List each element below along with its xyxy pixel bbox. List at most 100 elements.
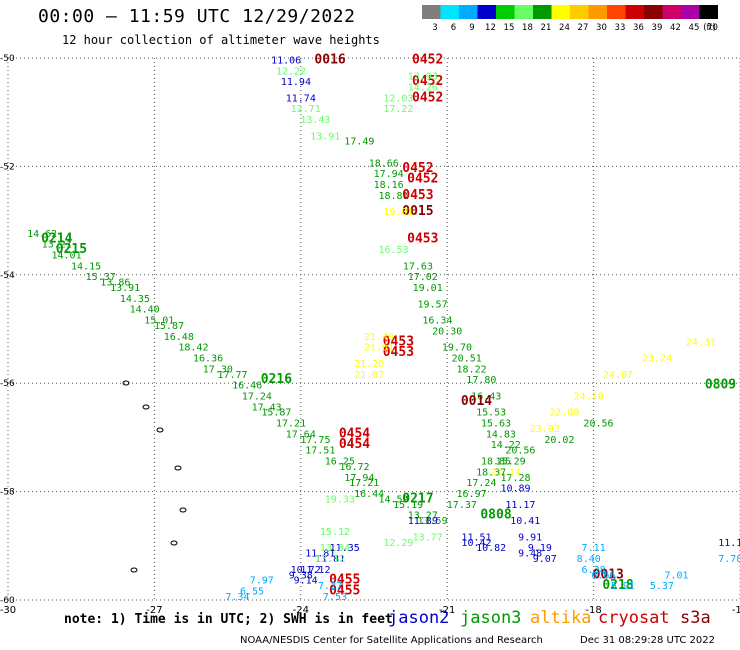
data-label-jason3: 18.66 xyxy=(369,158,399,169)
scale-tick-label: 39 xyxy=(652,23,663,33)
scale-tick-label: 42 xyxy=(670,23,681,33)
y-tick-label: -58 xyxy=(0,488,15,498)
data-label-altika: 24.10 xyxy=(574,391,604,402)
data-label-light: 13.93 xyxy=(408,72,438,83)
data-label-light: 16.53 xyxy=(378,245,408,256)
data-label-jason3: 14.22 xyxy=(491,440,521,451)
data-label-altika: 21.07 xyxy=(354,370,384,381)
y-tick-label: -52 xyxy=(0,162,15,172)
data-label-altika: 23.02 xyxy=(530,424,560,435)
data-label-jason3: 16.25 xyxy=(325,457,355,468)
island-outline xyxy=(170,540,178,546)
scale-tick-label: 45 xyxy=(689,23,700,33)
data-label-jason3: 13.27 xyxy=(408,511,438,522)
data-label-light: 12.22 xyxy=(276,66,306,77)
data-label-jason3: 20.56 xyxy=(505,446,535,457)
data-label-altika: 21.14 xyxy=(491,467,521,478)
data-label-jason2: 11.81 xyxy=(305,549,335,560)
data-label-jason3: 14.83 xyxy=(486,429,516,440)
data-label-cryosat: 0452 xyxy=(407,172,438,187)
data-label-jason3: 15.29 xyxy=(496,457,526,468)
scale-tick-label: 9 xyxy=(469,23,474,33)
data-label-cryosat: 0453 xyxy=(383,334,414,349)
x-tick-label: -30 xyxy=(0,605,16,616)
data-label-cyan: 5.37 xyxy=(650,581,674,592)
scale-swatch xyxy=(551,5,570,19)
scale-tick-label: 3 xyxy=(432,23,437,33)
data-label-jason3: 20.51 xyxy=(452,354,482,365)
data-label-jason2: 9.48 xyxy=(518,549,542,560)
data-label-jason3: 15.19 xyxy=(393,500,423,511)
data-label-jason3: 16.36 xyxy=(193,354,223,365)
data-label-jason3: 17.94 xyxy=(344,473,374,484)
data-label-light: 12.71 xyxy=(291,104,321,115)
data-label-jason3: 14.15 xyxy=(71,261,101,272)
scale-tick-label: 70 xyxy=(707,23,718,33)
data-label-jason3: 16.48 xyxy=(164,332,194,343)
data-label-jason3: 20.56 xyxy=(583,419,613,430)
data-label-jason3: 17.28 xyxy=(500,473,530,484)
data-label-jason3: 0217 xyxy=(402,491,433,506)
data-label-jason2: 11.35 xyxy=(330,543,360,554)
scale-swatch xyxy=(514,5,533,19)
island-outline xyxy=(122,380,130,386)
data-label-jason3: 13.86 xyxy=(100,278,130,289)
data-label-jason3: 16.43 xyxy=(471,391,501,402)
data-label-cyan: 5.91 xyxy=(611,581,635,592)
scale-unit-label: (ft) xyxy=(703,23,716,33)
data-label-jason3: 0808 xyxy=(480,508,511,523)
scale-swatch xyxy=(570,5,589,19)
data-label-jason3: 17.30 xyxy=(203,364,233,375)
satellite-label-altika: altika xyxy=(530,608,592,628)
scale-tick-label: 33 xyxy=(615,23,626,33)
data-label-jason3: 19.01 xyxy=(413,283,443,294)
island-outline xyxy=(174,465,182,471)
data-label-jason3: 17.80 xyxy=(466,375,496,386)
data-label-jason3: 15.37 xyxy=(86,272,116,283)
data-label-cryosat: 0452 xyxy=(402,161,433,176)
data-label-jason3: 0214 xyxy=(41,231,72,246)
data-label-light: 13.43 xyxy=(300,115,330,126)
data-label-jason3: 14.62 xyxy=(27,229,57,240)
scale-tick-label: 18 xyxy=(522,23,533,33)
data-label-jason3: 17.21 xyxy=(276,419,306,430)
data-label-jason3: 0216 xyxy=(261,372,292,387)
data-label-cyan: 7.78 xyxy=(718,554,740,565)
y-tick-label: -54 xyxy=(0,271,15,281)
data-label-cyan: 6.55 xyxy=(240,587,264,598)
data-label-jason3: 16.97 xyxy=(457,489,487,500)
data-label-jason2: 11.17 xyxy=(505,500,535,511)
data-label-jason3: 18.22 xyxy=(457,364,487,375)
scale-tick-label: 6 xyxy=(451,23,456,33)
scale-swatch xyxy=(681,5,700,19)
scale-swatch xyxy=(440,5,459,19)
scale-swatch xyxy=(607,5,626,19)
data-label-jason2: 10.41 xyxy=(510,516,540,527)
scale-tick-label: 21 xyxy=(541,23,552,33)
data-label-light: 19.33 xyxy=(325,494,355,505)
data-label-jason3: 17.75 xyxy=(300,435,330,446)
data-label-jason3: 16.72 xyxy=(339,462,369,473)
data-label-jason2: 9.19 xyxy=(528,543,552,554)
data-label-light: 13.77 xyxy=(413,532,443,543)
data-label-jason3: 17.37 xyxy=(447,500,477,511)
data-label-jason3: 13.59 xyxy=(418,516,448,527)
data-label-jason3: 17.21 xyxy=(349,478,379,489)
scale-tick-label: 30 xyxy=(596,23,607,33)
data-label-jason2: 11.94 xyxy=(281,77,311,88)
data-label-jason2: 11.06 xyxy=(271,55,301,66)
data-label-altika: 19.01 xyxy=(383,207,413,218)
data-label-jason3: 17.24 xyxy=(242,391,272,402)
data-label-jason3: 20.02 xyxy=(544,435,574,446)
data-label-altika: 21.40 xyxy=(364,332,394,343)
scale-swatch xyxy=(422,5,441,19)
data-label-cryosat: 0455 xyxy=(329,584,360,599)
data-label-altika: 21.20 xyxy=(354,359,384,370)
data-label-jason3: 17.24 xyxy=(466,478,496,489)
scale-swatch xyxy=(625,5,644,19)
data-label-cryosat: 0453 xyxy=(402,188,433,203)
data-label-jason2: 10.82 xyxy=(476,543,506,554)
data-label-jason3: 15.87 xyxy=(154,321,184,332)
data-label-jason3: 17.49 xyxy=(344,137,374,148)
data-label-jason3: 15.87 xyxy=(261,408,291,419)
